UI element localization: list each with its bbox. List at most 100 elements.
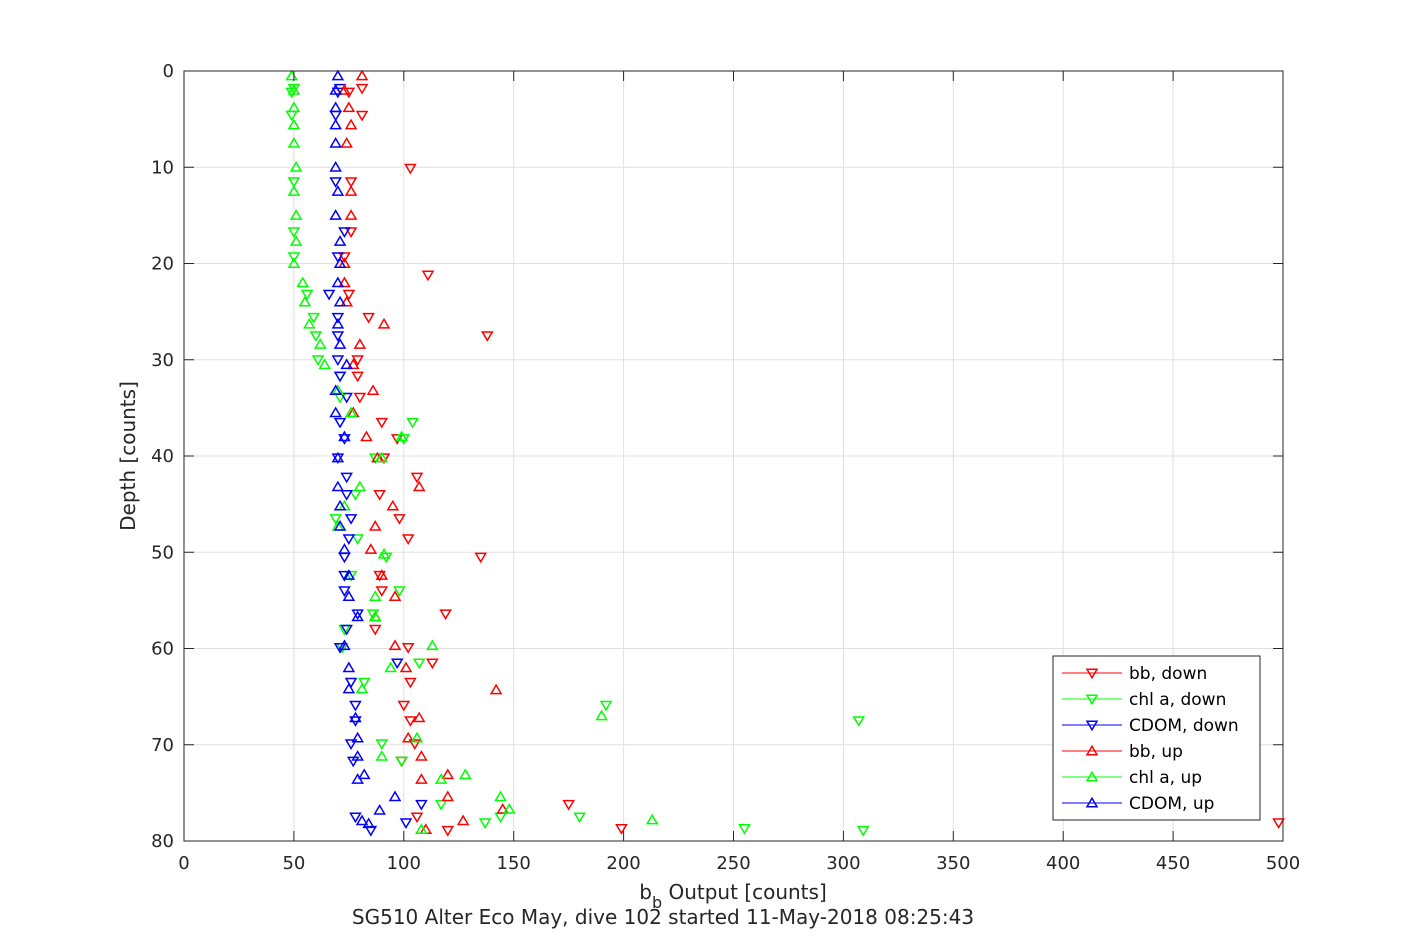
data-point	[373, 803, 386, 815]
y-tick-label: 20	[151, 254, 174, 275]
data-point	[287, 101, 301, 113]
data-point	[344, 514, 358, 525]
data-point	[355, 83, 369, 95]
data-point	[351, 750, 364, 761]
data-point	[287, 257, 301, 268]
x-axis-label-subscript: b	[652, 893, 662, 912]
data-point	[338, 570, 351, 582]
data-point	[287, 252, 301, 263]
data-point	[338, 227, 351, 238]
data-point	[342, 87, 356, 99]
legend-label: CDOM, up	[1129, 794, 1214, 814]
data-point	[399, 818, 413, 829]
data-point	[434, 799, 448, 811]
data-point	[344, 739, 358, 751]
data-point	[329, 84, 342, 95]
data-point	[393, 586, 406, 597]
legend-label: chl a, down	[1129, 690, 1226, 710]
data-point	[329, 514, 342, 525]
data-point	[346, 358, 360, 370]
data-point	[289, 209, 303, 220]
data-point	[329, 384, 342, 396]
data-point	[331, 331, 345, 342]
data-point	[329, 118, 342, 130]
data-point	[368, 453, 382, 465]
legend-entries: bb, down chl a, down CDOM, down bb, up chl a…	[1062, 664, 1239, 814]
data-point	[401, 731, 415, 743]
data-point	[296, 276, 310, 288]
data-point	[373, 490, 386, 501]
data-point	[1272, 818, 1285, 829]
data-point	[384, 661, 397, 673]
data-point	[599, 700, 613, 712]
data-point	[287, 136, 301, 148]
data-point	[287, 84, 301, 95]
data-point	[340, 295, 353, 307]
data-point	[562, 799, 575, 811]
data-point	[333, 417, 347, 429]
data-point	[338, 84, 351, 95]
data-point	[377, 317, 391, 329]
data-point	[390, 434, 404, 445]
data-point	[481, 331, 494, 342]
data-point	[331, 317, 345, 329]
data-point	[342, 590, 356, 602]
data-point	[342, 289, 356, 301]
legend-label: CDOM, down	[1129, 716, 1239, 736]
data-point	[399, 661, 413, 673]
data-point	[340, 490, 353, 501]
data-point	[333, 295, 347, 307]
data-point	[489, 683, 503, 695]
data-point	[333, 643, 347, 654]
data-point	[344, 227, 358, 238]
data-point	[302, 317, 316, 329]
data-point	[386, 499, 400, 511]
data-point	[340, 472, 353, 484]
data-point	[360, 430, 373, 442]
data-point	[355, 814, 369, 826]
data-point	[377, 453, 391, 465]
data-point	[309, 331, 323, 342]
data-point	[738, 823, 751, 835]
y-axis-label: Depth [counts]	[116, 381, 140, 531]
data-point	[340, 392, 353, 404]
data-point	[351, 534, 364, 546]
data-point	[395, 756, 408, 768]
data-point	[397, 700, 411, 712]
data-point	[615, 823, 628, 835]
data-point	[344, 177, 358, 188]
data-point	[852, 716, 866, 727]
y-tick-label: 40	[151, 446, 174, 467]
data-point	[338, 434, 351, 445]
x-axis-label-main: b	[639, 880, 652, 904]
data-point	[344, 185, 358, 196]
data-point	[366, 384, 380, 396]
data-point	[368, 590, 382, 602]
x-tick-label: 300	[826, 853, 860, 874]
data-point	[368, 520, 382, 531]
data-point	[298, 295, 312, 307]
data-point	[331, 355, 345, 366]
data-point	[287, 177, 301, 188]
series-5-points	[329, 69, 402, 829]
data-point	[393, 514, 406, 525]
data-point	[346, 756, 360, 768]
data-point	[368, 624, 382, 636]
data-point	[357, 768, 371, 780]
data-point	[331, 185, 345, 196]
data-point	[333, 499, 347, 511]
data-point	[434, 773, 448, 784]
data-point	[331, 252, 345, 263]
data-point	[415, 750, 428, 761]
data-point	[289, 235, 303, 246]
data-point	[340, 136, 353, 148]
data-point	[331, 312, 345, 324]
y-tick-label: 10	[151, 157, 174, 178]
data-point	[412, 480, 426, 492]
data-point	[364, 825, 378, 837]
data-point	[287, 118, 301, 130]
data-point	[362, 817, 375, 829]
data-point	[366, 609, 380, 621]
data-point	[351, 371, 364, 383]
